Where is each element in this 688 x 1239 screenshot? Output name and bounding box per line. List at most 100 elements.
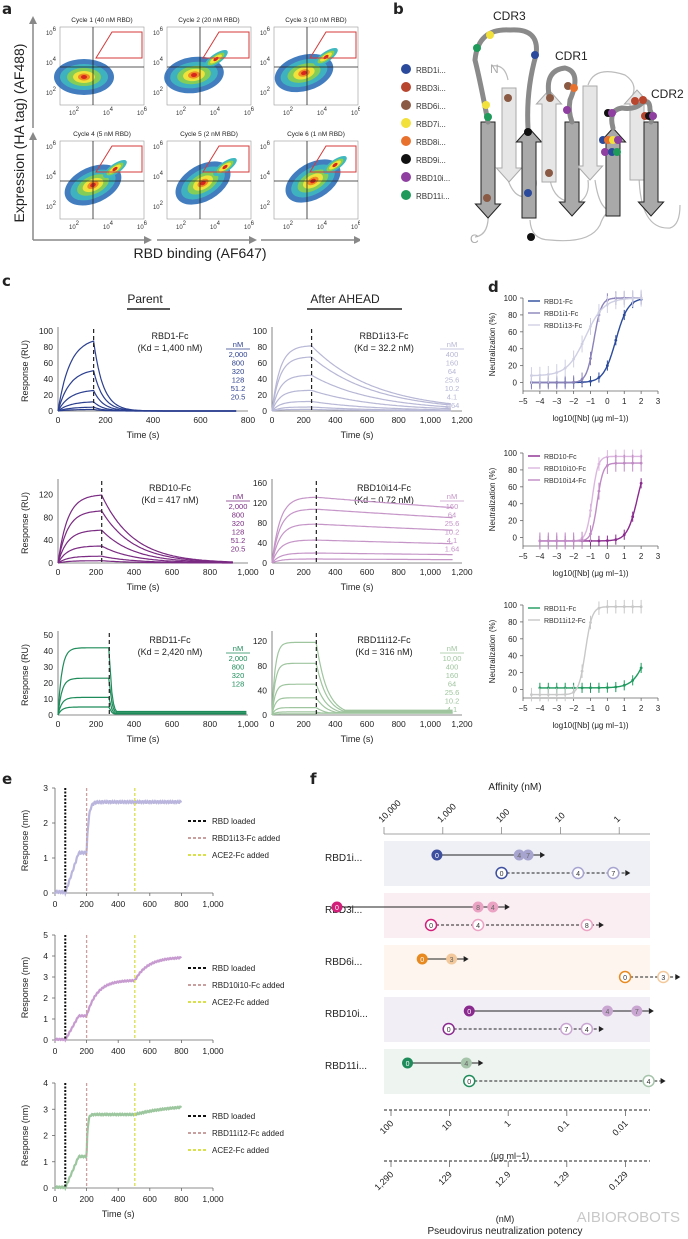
data-point [589,379,592,383]
data-point [580,669,584,673]
conc-label: 2,000 [229,502,248,511]
y-tick-label: 20 [44,678,54,688]
mid-tick-label: 10 [440,1118,454,1132]
y-axis-label: Response (nm) [20,810,30,872]
data-point [597,462,601,466]
panel-label-a: a [2,0,13,18]
x-tick-label: 0 [56,719,61,729]
x-tick-label: 0 [56,567,61,577]
conc-label: 160 [446,671,459,680]
y-tick-label: 4 [43,951,48,961]
top-axis-title: Affinity (nM) [488,782,541,793]
x-tick-label: −3 [552,397,562,406]
cycle-label: 0 [406,1061,410,1068]
affinity-point [446,953,458,965]
data-point [639,461,643,465]
y-axis-label: Neutralization (%) [488,312,497,376]
y-tick-label: 40 [258,538,268,548]
density-region [191,72,197,78]
x-tick-label: 1,000 [202,1046,224,1056]
x-tick-label: 0 [270,719,275,729]
beta-strand-light [535,89,563,183]
x-tick-label: 400 [328,567,342,577]
kd-value: (Kd = 0.72 nM) [354,495,414,505]
conc-label: 10.2 [445,697,460,706]
x-tick-label: 102 [283,221,294,231]
x-tick-label: 1,000 [237,567,259,577]
conc-unit: nM [447,492,457,501]
x-tick-label: 600 [143,899,157,909]
affinity-point [331,901,343,913]
data-point [597,606,601,610]
mutation-dot [614,136,622,144]
legend-label: RBD1i... [416,66,446,75]
legend-label: RBD3i... [416,84,446,93]
cdr1-label: CDR1 [555,49,588,63]
legend-label: RBD10i... [416,174,450,183]
arrow-head [648,1008,654,1014]
sensorgram-curve [57,408,237,412]
x-tick-label: −5 [518,397,528,406]
row-RBD1i: RBD1i... 0 4 70 4 7 [325,841,650,886]
mutation-dot [473,44,481,52]
conc-label: 51.2 [231,536,246,545]
legend-label: RBD11-Fc [544,606,577,613]
mid-tick-label: 100 [378,1118,396,1136]
conc-unit: nM [447,340,457,349]
x-tick-label: 400 [328,719,342,729]
cycle-label: 4 [491,905,495,912]
conc-label: 64 [448,367,456,376]
mid-tick-label: 1 [502,1118,513,1129]
y-tick-label: 120 [39,489,53,499]
y-tick-label: 0 [513,379,518,388]
legend-label: RBD11i... [416,192,450,201]
affinity-point [463,1005,475,1017]
data-point [580,377,584,381]
arrow-head [144,236,152,244]
sensorgram-curve [57,677,247,716]
data-point [546,539,550,543]
conc-label: 4.1 [447,393,457,402]
cycle-label: 8 [476,905,480,912]
sensorgram-curve [271,356,451,412]
row-RBD3i: RBD3i...0 8 40 4 8 [325,893,650,938]
panel-a-flow-cytometry: Expression (HA tag) (AF488) RBD binding (… [11,16,360,261]
potency-point [442,1022,455,1036]
data-point [605,539,609,543]
legend-label: RBD10i10-Fc added [212,981,284,990]
y-tick-label: 102 [260,201,271,211]
row-background [384,997,650,1042]
cycle-label: 4 [476,923,480,930]
legend-label: RBD6i... [416,102,446,111]
panel-label-b: b [393,0,404,18]
y-tick-label: 102 [153,201,164,211]
conc-label: 64 [448,511,456,520]
loop [491,65,509,81]
x-tick-label: −4 [535,552,545,561]
affinity-point [472,901,484,913]
x-tick-label: 400 [146,415,160,425]
x-tick-label: −1 [586,552,596,561]
sensorgram-curve [271,712,453,716]
x-tick-label: 600 [165,567,179,577]
chart-title: RBD10i14-Fc [357,483,412,493]
beta-strand-dark [515,127,543,219]
data-point [538,539,542,543]
sensorgram-curve [271,662,453,716]
y-axis-label: Expression (HA tag) (AF488) [11,44,27,223]
y-tick-label: 60 [508,635,517,644]
bottom-tick-label: 1.29 [552,1169,571,1188]
legend-label: ACE2-Fc added [212,1146,269,1155]
data-point [555,539,559,543]
x-tick-label: 200 [297,567,311,577]
x-axis-label: Time (s) [127,582,160,592]
x-tick-label: 2 [639,397,644,406]
x-tick-label: 3 [656,397,661,406]
legend-label: RBD1i1-Fc [544,311,579,318]
cdr2-label: CDR2 [651,87,684,101]
data-point [563,381,567,384]
y-tick-label: 104 [46,57,57,67]
data-point [538,373,542,377]
mutation-dot [563,106,571,114]
y-axis-label: Response (RU) [20,644,30,706]
